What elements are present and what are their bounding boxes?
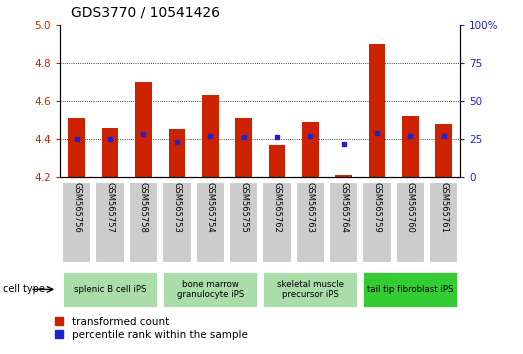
FancyBboxPatch shape: [329, 182, 358, 263]
FancyBboxPatch shape: [229, 182, 258, 263]
Text: GSM565762: GSM565762: [272, 182, 281, 232]
Text: GSM565760: GSM565760: [406, 182, 415, 232]
FancyBboxPatch shape: [262, 271, 358, 308]
Legend: transformed count, percentile rank within the sample: transformed count, percentile rank withi…: [55, 317, 247, 340]
Bar: [302, 122, 319, 177]
Text: skeletal muscle
precursor iPS: skeletal muscle precursor iPS: [277, 280, 344, 299]
Text: GSM565755: GSM565755: [239, 182, 248, 232]
Text: GSM565764: GSM565764: [339, 182, 348, 232]
FancyBboxPatch shape: [129, 182, 158, 263]
Bar: [168, 130, 185, 177]
Text: cell type: cell type: [3, 284, 44, 293]
Bar: [369, 44, 385, 177]
Text: GSM565756: GSM565756: [72, 182, 81, 232]
Bar: [235, 118, 252, 177]
Bar: [102, 127, 119, 177]
Text: GSM565759: GSM565759: [372, 182, 381, 232]
Text: GSM565763: GSM565763: [306, 182, 315, 233]
FancyBboxPatch shape: [262, 182, 291, 263]
Bar: [135, 82, 152, 177]
Text: GSM565757: GSM565757: [106, 182, 115, 232]
FancyBboxPatch shape: [429, 182, 458, 263]
Text: GSM565753: GSM565753: [173, 182, 181, 232]
FancyBboxPatch shape: [196, 182, 225, 263]
FancyBboxPatch shape: [162, 271, 258, 308]
FancyBboxPatch shape: [62, 182, 92, 263]
Bar: [335, 175, 352, 177]
FancyBboxPatch shape: [96, 182, 125, 263]
Bar: [268, 145, 285, 177]
Text: GDS3770 / 10541426: GDS3770 / 10541426: [71, 5, 220, 19]
FancyBboxPatch shape: [395, 182, 425, 263]
Text: GSM565754: GSM565754: [206, 182, 214, 232]
FancyBboxPatch shape: [162, 182, 191, 263]
FancyBboxPatch shape: [362, 182, 392, 263]
FancyBboxPatch shape: [362, 271, 458, 308]
FancyBboxPatch shape: [62, 271, 158, 308]
Text: splenic B cell iPS: splenic B cell iPS: [74, 285, 146, 294]
Bar: [69, 118, 85, 177]
Text: tail tip fibroblast iPS: tail tip fibroblast iPS: [367, 285, 453, 294]
Bar: [202, 95, 219, 177]
Bar: [402, 116, 418, 177]
Text: GSM565761: GSM565761: [439, 182, 448, 232]
FancyBboxPatch shape: [295, 182, 325, 263]
Bar: [435, 124, 452, 177]
Text: GSM565758: GSM565758: [139, 182, 148, 232]
Text: bone marrow
granulocyte iPS: bone marrow granulocyte iPS: [177, 280, 244, 299]
